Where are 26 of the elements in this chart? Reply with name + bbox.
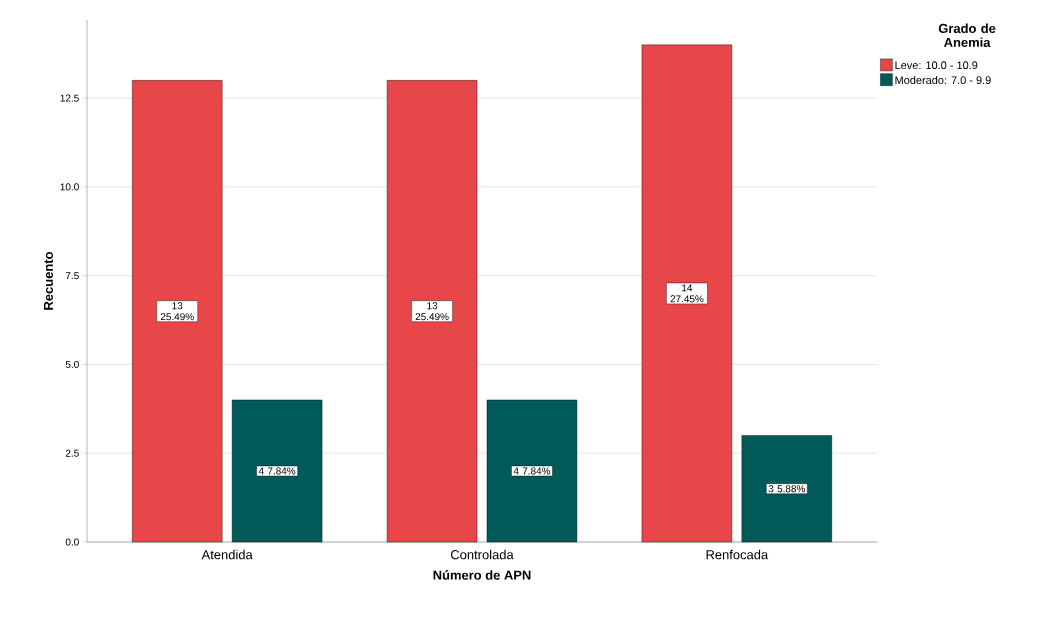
legend-label: Moderado: 7.0 - 9.9 (895, 75, 991, 85)
data-label: 4 7.84% (258, 467, 296, 475)
bar (386, 80, 478, 543)
y-tick-label: 12.5 (60, 94, 79, 102)
data-label: 13 25.49% (160, 302, 194, 321)
legend-title: Grado de Anemia (938, 23, 996, 47)
data-label: 4 7.84% (513, 467, 551, 475)
bar (231, 399, 323, 543)
legend-label: Leve: 10.0 - 10.9 (895, 61, 978, 70)
data-label: 14 27.45% (670, 284, 704, 303)
bar (132, 80, 223, 543)
bar (641, 44, 733, 543)
x-axis-title: Número de APN (433, 570, 531, 580)
x-tick-label: Renfocada (706, 549, 769, 560)
y-tick-label: 2.5 (65, 449, 79, 457)
y-tick-label: 7.5 (65, 272, 79, 280)
data-label: 3 5.88% (768, 485, 805, 493)
data-label: 13 25.49% (415, 302, 449, 321)
y-tick-label: 0.0 (65, 538, 79, 546)
y-tick-label: 5.0 (65, 360, 79, 368)
x-tick-label: Atendida (201, 549, 253, 560)
bar (741, 435, 832, 543)
bar (486, 399, 578, 543)
x-tick-label: Controlada (450, 549, 514, 560)
y-tick-label: 10.0 (60, 183, 79, 191)
y-axis-title: Recuento (43, 252, 53, 310)
